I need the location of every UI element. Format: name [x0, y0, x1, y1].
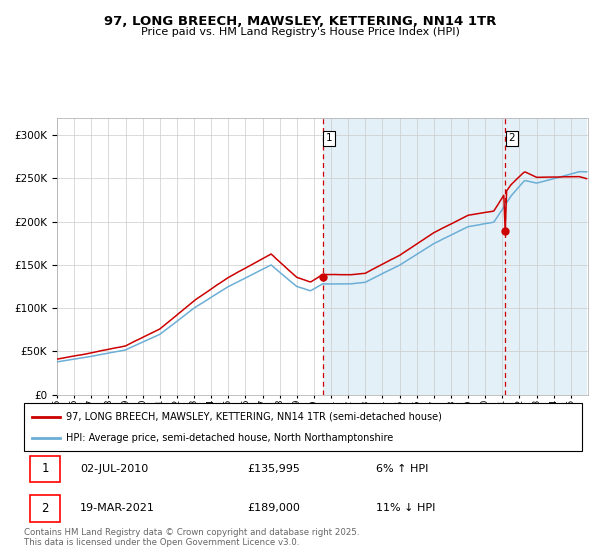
- Bar: [29, 495, 60, 521]
- Bar: [323, 118, 587, 395]
- Text: 02-JUL-2010: 02-JUL-2010: [80, 464, 148, 474]
- Text: 11% ↓ HPI: 11% ↓ HPI: [376, 503, 435, 513]
- Text: 19-MAR-2021: 19-MAR-2021: [80, 503, 155, 513]
- Text: HPI: Average price, semi-detached house, North Northamptonshire: HPI: Average price, semi-detached house,…: [66, 433, 393, 443]
- Text: 97, LONG BREECH, MAWSLEY, KETTERING, NN14 1TR (semi-detached house): 97, LONG BREECH, MAWSLEY, KETTERING, NN1…: [66, 412, 442, 422]
- Text: 2: 2: [41, 502, 49, 515]
- Text: 97, LONG BREECH, MAWSLEY, KETTERING, NN14 1TR: 97, LONG BREECH, MAWSLEY, KETTERING, NN1…: [104, 15, 496, 27]
- Text: 2: 2: [509, 133, 515, 143]
- Text: £135,995: £135,995: [247, 464, 300, 474]
- Text: 1: 1: [326, 133, 332, 143]
- Text: £189,000: £189,000: [247, 503, 300, 513]
- Text: 6% ↑ HPI: 6% ↑ HPI: [376, 464, 428, 474]
- Text: Contains HM Land Registry data © Crown copyright and database right 2025.
This d: Contains HM Land Registry data © Crown c…: [24, 528, 359, 547]
- Text: Price paid vs. HM Land Registry's House Price Index (HPI): Price paid vs. HM Land Registry's House …: [140, 27, 460, 37]
- Text: 1: 1: [41, 463, 49, 475]
- Bar: [29, 456, 60, 482]
